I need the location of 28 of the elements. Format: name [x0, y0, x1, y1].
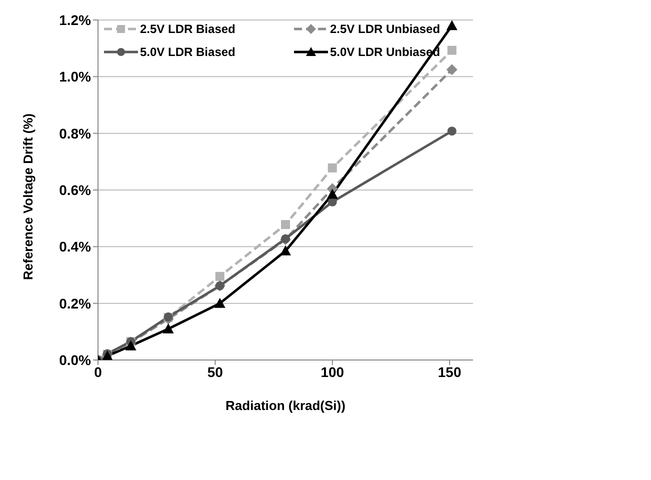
x-axis-title: Radiation (krad(Si)) — [226, 398, 346, 413]
point — [326, 188, 338, 199]
point — [447, 46, 456, 55]
point — [281, 220, 290, 230]
y-tick-label: 0.8% — [59, 125, 92, 142]
point — [215, 272, 224, 281]
y-tick-label: 1.0% — [59, 68, 92, 85]
y-tick-label: 0.4% — [59, 238, 92, 255]
y-axis-title: Reference Voltage Drift (%) — [20, 113, 36, 280]
x-tick-label: 50 — [207, 364, 224, 380]
x-tick-label: 150 — [438, 364, 462, 380]
point — [447, 126, 456, 136]
point — [328, 163, 337, 172]
y-tick-label: 0.0% — [59, 352, 92, 368]
point — [162, 323, 174, 334]
point — [446, 64, 458, 76]
point — [125, 340, 136, 350]
y-tick-label: 0.2% — [59, 295, 92, 312]
y-tick-label: 1.2% — [59, 12, 92, 28]
x-tick-label: 100 — [320, 364, 344, 380]
point — [446, 20, 458, 30]
legend-label: 2.5V LDR Unbiased — [330, 22, 440, 36]
x-tick-label: 0 — [94, 364, 102, 380]
point — [214, 298, 226, 308]
legend-label: 5.0V LDR Biased — [140, 45, 236, 59]
legend-label: 2.5V LDR Biased — [140, 22, 236, 36]
y-tick-label: 0.6% — [59, 182, 92, 198]
point — [280, 245, 291, 256]
